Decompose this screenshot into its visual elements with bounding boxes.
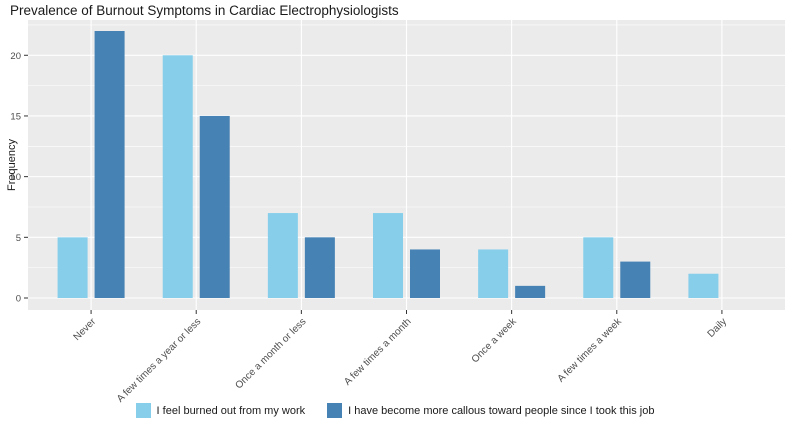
- legend-item-callous: I have become more callous toward people…: [327, 403, 654, 418]
- bar: [94, 31, 125, 298]
- y-axis-tick-label: 15: [10, 111, 21, 122]
- legend-label: I feel burned out from my work: [156, 404, 306, 417]
- y-axis-tick-label: 20: [10, 51, 21, 62]
- legend-swatch-light-blue: [135, 403, 151, 418]
- legend-item-burned-out: I feel burned out from my work: [135, 403, 306, 418]
- y-axis-tick-label: 0: [16, 294, 21, 305]
- x-axis-tick-label: Once a week: [470, 316, 520, 366]
- bars: [57, 31, 719, 298]
- y-axis-tick-label: 5: [16, 233, 21, 244]
- bar: [688, 273, 719, 298]
- x-axis: Never A few times a year or less Once a mo…: [72, 310, 729, 405]
- y-axis-tick-label: 10: [10, 172, 21, 183]
- bar: [304, 237, 335, 298]
- bar: [478, 249, 509, 298]
- bar: [620, 261, 651, 298]
- bar: [410, 249, 440, 298]
- x-axis-tick-label: A few times a week: [556, 316, 625, 385]
- x-axis-tick-label: A few times a year or less: [115, 316, 203, 404]
- x-axis-tick-label: Daily: [706, 316, 730, 340]
- bar: [373, 213, 403, 298]
- x-axis-tick-label: Once a month or less: [233, 316, 308, 391]
- bar: [162, 55, 193, 298]
- legend: I feel burned out from my work I have be…: [0, 403, 790, 418]
- x-axis-tick-label: Never: [72, 316, 99, 343]
- bar: [515, 285, 546, 298]
- bar: [583, 237, 614, 298]
- legend-label: I have become more callous toward people…: [348, 404, 655, 417]
- bar: [57, 237, 88, 298]
- legend-swatch-dark-blue: [327, 403, 343, 418]
- bar: [267, 213, 298, 298]
- gridlines-vertical: [90, 20, 723, 310]
- y-axis: 0 5 10 15 20: [10, 51, 28, 305]
- chart-title: Prevalence of Burnout Symptoms in Cardia…: [10, 3, 399, 18]
- bar: [199, 115, 230, 298]
- x-axis-tick-label: A few times a month: [342, 316, 413, 387]
